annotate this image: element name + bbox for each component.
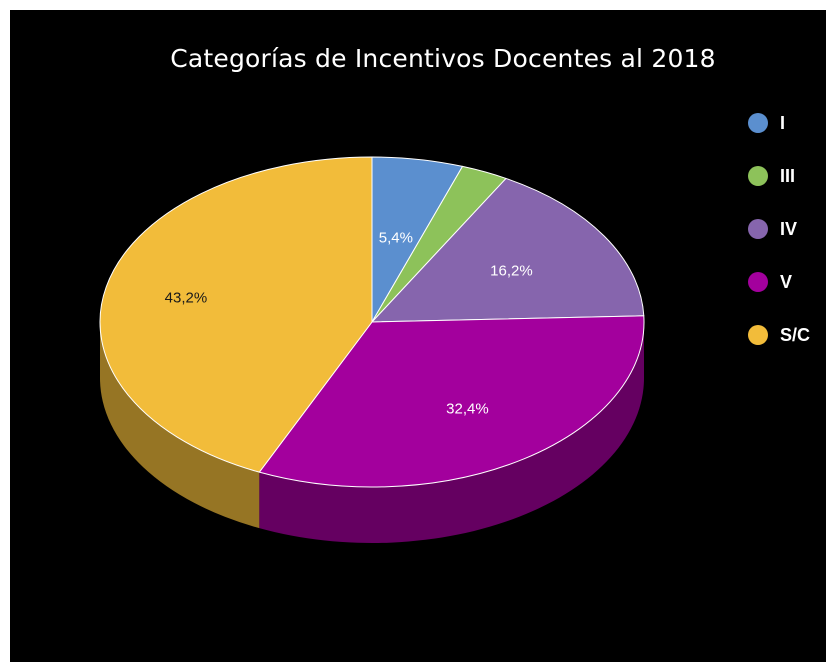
legend-label: I [780, 112, 786, 133]
legend-item-v: V [748, 269, 810, 295]
pie-side-v [259, 322, 644, 543]
pie-slice-iv [371, 177, 645, 323]
legend-swatch [748, 166, 768, 186]
legend-item-sc: S/C [748, 322, 810, 348]
legend-item-i: I [748, 110, 810, 136]
chart-title: Categorías de Incentivos Docentes al 201… [170, 44, 716, 73]
legend-label: S/C [780, 324, 811, 345]
data-label-i: 5,4% [379, 229, 413, 246]
legend-swatch [748, 325, 768, 345]
pie-slice-v [258, 315, 645, 488]
data-label-iv: 16,2% [490, 263, 533, 280]
pie-slice-sc [99, 156, 373, 473]
data-label-sc: 43,2% [165, 290, 208, 307]
data-label-v: 32,4% [446, 400, 489, 417]
legend-label: V [780, 271, 793, 292]
pie-chart: 5,4% 16,2% 32,4% 43,2% [99, 156, 645, 543]
chart-panel: 5,4% 16,2% 32,4% 43,2% Categorías de Incent… [10, 10, 826, 662]
pie-side-walls [100, 322, 644, 543]
legend-swatch [748, 219, 768, 239]
pie-side-sc [100, 322, 260, 529]
legend: I III IV V S/C [748, 110, 810, 375]
legend-swatch [748, 113, 768, 133]
legend-item-iii: III [748, 163, 810, 189]
legend-label: III [780, 165, 796, 186]
legend-item-iv: IV [748, 216, 810, 242]
legend-label: IV [780, 218, 798, 239]
legend-swatch [748, 272, 768, 292]
